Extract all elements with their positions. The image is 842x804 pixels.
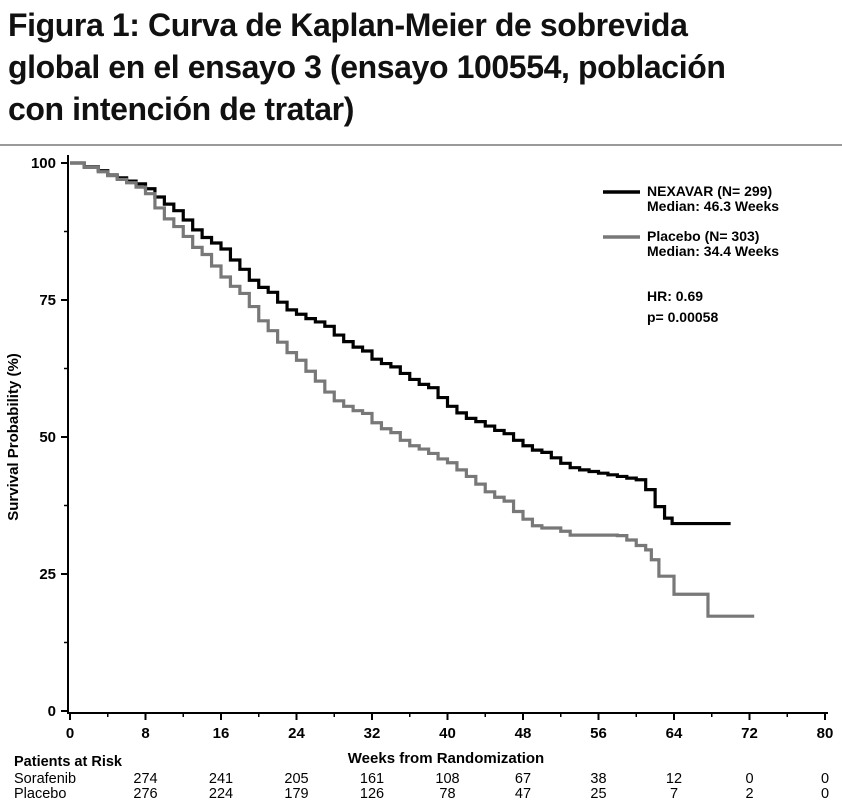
risk-value: 25 — [590, 786, 606, 802]
nexavar-median-label: Median: 46.3 Weeks — [647, 198, 779, 214]
risk-value: 276 — [133, 786, 157, 802]
placebo-curve — [70, 161, 755, 618]
placebo-legend-label: Placebo (N= 303) — [647, 228, 759, 244]
risk-value: 0 — [821, 786, 829, 802]
y-tick-label: 100 — [31, 155, 56, 172]
risk-value: 47 — [515, 786, 531, 802]
x-tick-label: 16 — [213, 725, 230, 742]
legend: NEXAVAR (N= 299)Median: 46.3 Weeks Placeb… — [603, 183, 779, 325]
risk-value: 161 — [360, 771, 384, 787]
axes: 0 25 50 75 100 0 8 16 24 32 40 48 56 64 72 80 Survival P… — [5, 155, 833, 767]
risk-value: 126 — [360, 786, 384, 802]
risk-value: 205 — [284, 771, 308, 787]
risk-value: 224 — [209, 786, 233, 802]
figure-title-line-2: global en el ensayo 3 (ensayo 100554, po… — [8, 49, 726, 85]
survival-curves — [70, 161, 755, 618]
risk-value: 179 — [284, 786, 308, 802]
y-tick-label: 50 — [39, 429, 56, 446]
risk-value: 12 — [666, 771, 682, 787]
risk-value: 274 — [133, 771, 157, 787]
x-tick-label: 40 — [439, 725, 456, 742]
x-tick-label: 72 — [741, 725, 758, 742]
nexavar-curve — [70, 161, 731, 526]
placebo-median-label: Median: 34.4 Weeks — [647, 243, 779, 259]
y-tick-label: 25 — [39, 566, 56, 583]
risk-value: 67 — [515, 771, 531, 787]
risk-value: 241 — [209, 771, 233, 787]
x-tick-label: 48 — [515, 725, 532, 742]
x-tick-label: 0 — [66, 725, 74, 742]
hazard-ratio-annotation: HR: 0.69 — [647, 288, 703, 304]
risk-value: 78 — [439, 786, 455, 802]
x-tick-label: 64 — [666, 725, 683, 742]
p-value-annotation: p= 0.00058 — [647, 309, 718, 325]
risk-table-header: Patients at Risk — [14, 754, 123, 770]
x-tick-label: 8 — [141, 725, 149, 742]
x-tick-label: 80 — [817, 725, 834, 742]
y-axis-title: Survival Probability (%) — [5, 353, 22, 521]
x-axis-title: Weeks from Randomization — [348, 750, 544, 767]
x-tick-label: 32 — [364, 725, 381, 742]
risk-value: 2 — [745, 786, 753, 802]
title-separator — [0, 144, 842, 146]
figure-title-line-3: con intención de tratar) — [8, 91, 354, 127]
risk-value: 7 — [670, 786, 678, 802]
figure-title-line-1: Figura 1: Curva de Kaplan-Meier de sobre… — [8, 7, 688, 43]
risk-value: 108 — [435, 771, 459, 787]
nexavar-legend-label: NEXAVAR (N= 299) — [647, 183, 772, 199]
risk-row-label: Sorafenib — [14, 771, 76, 787]
risk-value: 0 — [821, 771, 829, 787]
risk-value: 0 — [745, 771, 753, 787]
x-tick-label: 24 — [288, 725, 305, 742]
y-tick-label: 0 — [48, 703, 56, 720]
figure-title: Figura 1: Curva de Kaplan-Meier de sobre… — [8, 4, 838, 130]
risk-row-label: Placebo — [14, 786, 66, 802]
x-tick-label: 56 — [590, 725, 607, 742]
y-tick-label: 75 — [39, 292, 56, 309]
risk-value: 38 — [590, 771, 606, 787]
